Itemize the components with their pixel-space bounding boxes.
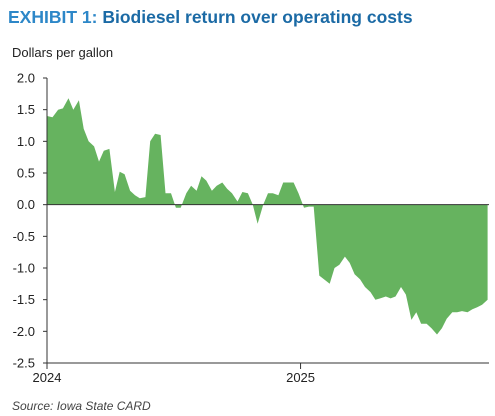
y-tick-label: 1.0: [17, 134, 35, 149]
chart-title: EXHIBIT 1: Biodiesel return over operati…: [8, 7, 413, 28]
y-tick-label: -2.5: [13, 356, 35, 371]
exhibit-label: EXHIBIT 1:: [8, 7, 98, 27]
y-axis-label: Dollars per gallon: [12, 45, 114, 60]
y-tick-label: -0.5: [13, 229, 35, 244]
series-area: [47, 98, 488, 335]
title-text: Biodiesel return over operating costs: [102, 7, 413, 27]
y-tick-label: 0.5: [17, 166, 35, 181]
y-tick-label: 1.5: [17, 102, 35, 117]
y-tick-label: -2.0: [13, 324, 35, 339]
y-tick-label: -1.5: [13, 292, 35, 307]
source-note: Source: Iowa State CARD: [12, 399, 151, 413]
x-tick-label: 2025: [286, 370, 315, 385]
y-tick-label: -1.0: [13, 261, 35, 276]
x-tick-label: 2024: [33, 370, 62, 385]
y-tick-label: 2.0: [17, 71, 35, 86]
y-tick-label: 0.0: [17, 197, 35, 212]
